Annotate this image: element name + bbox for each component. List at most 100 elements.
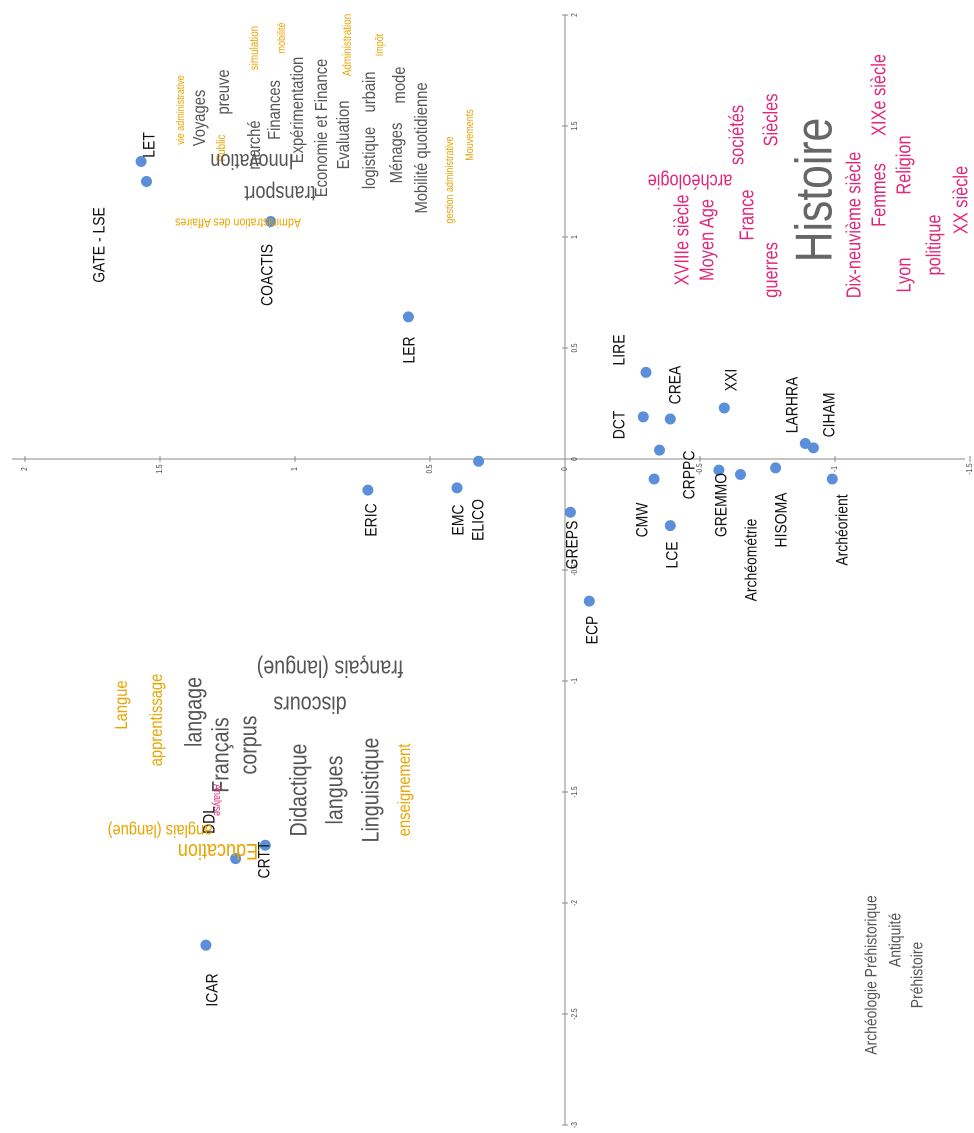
point	[362, 484, 374, 496]
word: Langue	[111, 680, 131, 729]
point-label: COACTIS	[258, 244, 277, 306]
point	[135, 156, 147, 168]
point	[640, 366, 652, 378]
word: Impôt	[374, 34, 386, 57]
point	[807, 442, 819, 454]
word: discours	[273, 691, 346, 718]
word: vie administrative	[175, 75, 187, 145]
point-label: Archéorient	[833, 494, 852, 566]
point	[230, 853, 242, 865]
point-label: CMW	[633, 502, 652, 537]
word: Analyse	[211, 784, 223, 816]
word: gestion administrative	[444, 136, 456, 224]
word: XX siècle	[949, 166, 972, 234]
word: enseignement	[394, 743, 414, 836]
word: France	[735, 190, 758, 241]
point-label: DDL	[200, 806, 219, 834]
point-label: DCT	[610, 410, 629, 439]
point-label: GREPS	[563, 521, 582, 570]
word: Administration des Affaires	[175, 215, 301, 230]
word: Evaluation	[333, 101, 353, 170]
word: XVIIIe siècle	[670, 194, 693, 285]
point	[654, 444, 665, 456]
word: Education	[178, 839, 258, 863]
word: Administration	[341, 14, 354, 76]
word: langage	[179, 677, 206, 747]
point	[473, 455, 485, 467]
word: Lyon	[892, 258, 915, 293]
word: Finances	[264, 80, 284, 140]
word: Siècles	[759, 94, 782, 147]
point	[451, 482, 463, 494]
point-label: XXI	[722, 369, 741, 391]
point-label: HISOMA	[772, 492, 791, 548]
point-label: Archéométrie	[742, 519, 761, 602]
x-tick-label: 1	[569, 235, 579, 239]
word: Economie et Finance	[311, 59, 331, 197]
point-label: LIRE	[610, 335, 629, 366]
point-label: GATE - LSE	[90, 207, 109, 283]
word: Didactique	[284, 744, 311, 837]
word: Mouvements	[464, 109, 476, 161]
y-tick-label: 1.5	[154, 464, 164, 473]
point	[826, 473, 838, 485]
y-tick-label: -1.5	[964, 463, 974, 474]
word: Expérimentation	[287, 57, 307, 164]
point	[141, 176, 152, 187]
point	[402, 311, 414, 323]
x-tick-label: -1.5	[569, 786, 579, 797]
word: Religion	[892, 135, 915, 194]
word: Moyen Age	[695, 199, 718, 281]
word: Français	[206, 717, 233, 792]
word: Linguistique	[356, 737, 383, 842]
point-label: ICAR	[203, 973, 222, 1006]
word: Antiquité	[886, 913, 905, 967]
point	[799, 437, 811, 449]
y-tick-label: 0	[559, 467, 569, 471]
x-tick-label: 0	[569, 457, 579, 461]
point	[259, 839, 271, 851]
point	[718, 402, 730, 414]
point	[664, 413, 676, 425]
word: simulation	[248, 26, 261, 70]
point	[583, 595, 595, 607]
point	[735, 469, 746, 481]
point-label: EMC	[449, 505, 468, 536]
x-tick-label: -1	[569, 678, 579, 684]
point-label: ECP	[583, 616, 602, 645]
word: mobilité	[276, 22, 288, 53]
point-label: LCE	[663, 541, 682, 568]
point	[770, 462, 782, 474]
x-tick-label: -2	[569, 900, 579, 906]
word: Archéologie Préhistorique	[862, 895, 881, 1054]
x-tick-label: -0.5	[569, 564, 579, 575]
y-tick-label: 2	[19, 467, 29, 471]
point	[200, 939, 212, 951]
point-label: ELICO	[469, 499, 488, 541]
point-label: LET	[140, 132, 159, 158]
word: Mobilité quotidienne	[411, 82, 431, 213]
point-label: LARHRA	[783, 376, 802, 433]
x-tick-label: -2.5	[569, 1008, 579, 1019]
word: archéologie	[648, 170, 733, 193]
point-label: CREA	[666, 365, 685, 404]
x-tick-label: 2	[569, 13, 579, 17]
word: Ménages	[386, 123, 406, 184]
word: apprentissage	[146, 674, 166, 767]
word: Voyages	[189, 90, 209, 147]
word: français (langue)	[257, 655, 404, 682]
word: preuve	[213, 69, 233, 114]
word: Dix-neuvième siècle	[842, 152, 865, 299]
point	[713, 464, 725, 476]
word: Préhistoire	[908, 942, 927, 1009]
word: Femmes	[867, 163, 890, 227]
word: anglais (langue)	[108, 821, 213, 841]
point	[648, 473, 660, 485]
point-label: CRTT	[255, 841, 274, 878]
x-tick-label: -3	[569, 1122, 579, 1128]
word: Innovation	[210, 149, 293, 173]
word: Public	[215, 134, 228, 161]
point	[265, 215, 277, 227]
point-label: ERIC	[362, 503, 381, 536]
